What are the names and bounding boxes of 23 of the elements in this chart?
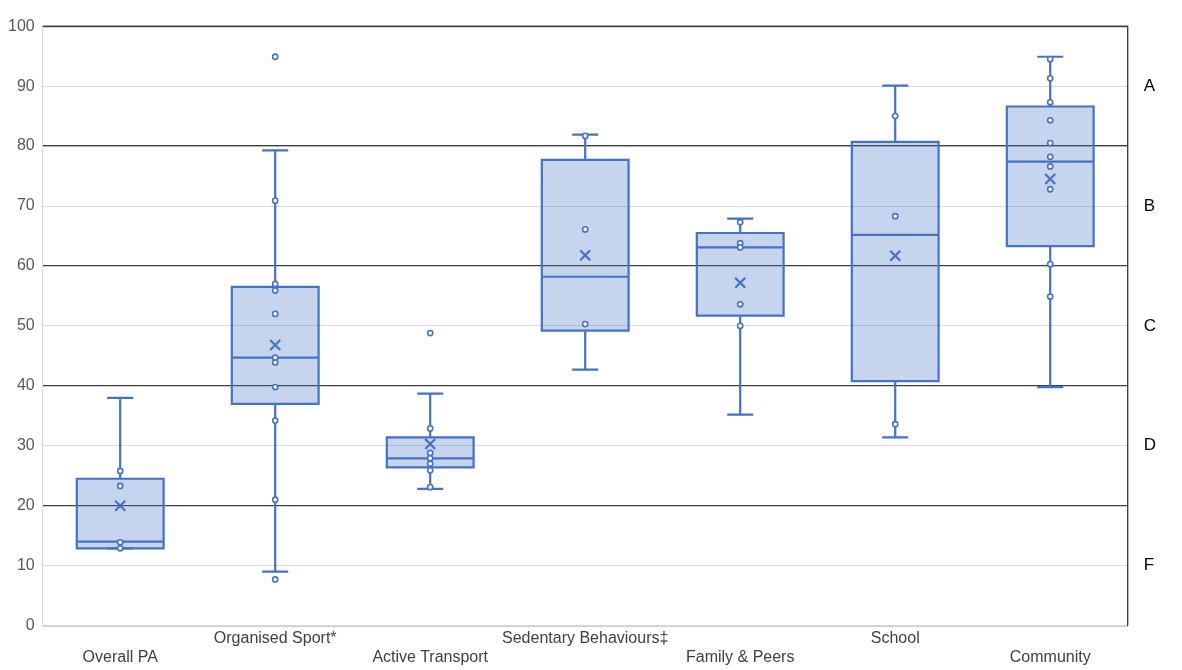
y-tick-label: 80 [16,136,35,154]
category-label: C [1143,315,1156,335]
x-tick-label: Organised Sport* [213,628,337,646]
y-tick-label: 0 [25,616,35,634]
y-tick-label: 30 [16,436,35,454]
category-label: F [1143,555,1155,575]
y-tick-label: 70 [16,196,35,214]
x-tick-label: Overall PA [82,647,159,665]
y-tick-label: 50 [16,316,35,334]
x-tick-label: Family & Peers [685,647,795,665]
y-tick-label: 10 [16,556,35,574]
y-tick-label: 40 [16,376,35,394]
y-tick-label: 90 [16,76,35,94]
y-tick-label: 20 [16,496,35,514]
y-tick-label: 100 [7,16,35,34]
category-label: B [1143,195,1156,215]
x-tick-label: Community [1009,647,1091,665]
category-label: A [1143,75,1156,95]
x-tick-label: Sedentary Behaviours‡ [502,628,669,646]
category-label: D [1143,435,1156,455]
x-tick-label: School [870,628,920,646]
x-tick-label: Active Transport [372,647,489,665]
y-tick-label: 60 [16,256,35,274]
